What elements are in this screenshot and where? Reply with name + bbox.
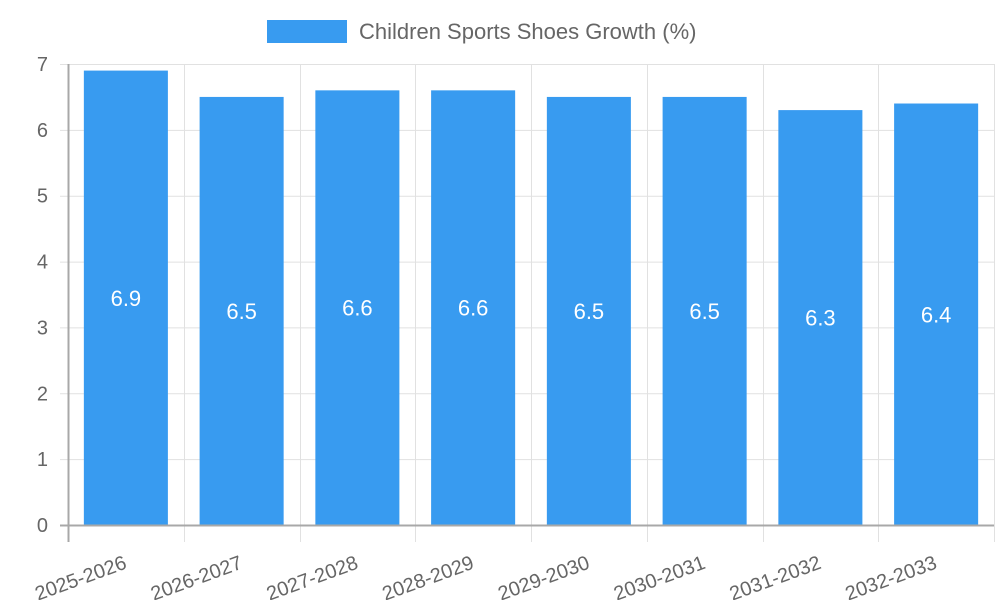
- bar[interactable]: [199, 96, 284, 525]
- bar-value-label: 6.5: [226, 299, 257, 324]
- bar[interactable]: [894, 103, 979, 525]
- y-tick-label: 0: [37, 515, 48, 537]
- y-tick-label: 7: [37, 54, 48, 76]
- bar-value-label: 6.5: [689, 299, 720, 324]
- axes: [60, 64, 994, 542]
- y-axis-tick-labels: 0 1 2 3 4 5 6 7: [37, 54, 48, 537]
- x-axis-tick-labels: 2025-2026 2026-2027 2027-2028 2028-2029 2029…: [32, 552, 940, 600]
- x-tick-label: 2032-2033: [842, 552, 939, 600]
- y-tick-label: 1: [37, 449, 48, 471]
- legend-swatch: [267, 20, 347, 43]
- bar-value-label: 6.9: [111, 286, 142, 311]
- bar-value-label: 6.6: [342, 296, 373, 321]
- x-tick-label: 2026-2027: [148, 552, 245, 600]
- x-tick-label: 2030-2031: [611, 552, 708, 600]
- bars: 6.9 6.5 6.6 6.6 6.5 6.5 6.3 6.4: [83, 70, 979, 525]
- bar[interactable]: [546, 96, 631, 525]
- bar[interactable]: [315, 90, 400, 525]
- bar-value-label: 6.4: [921, 302, 952, 327]
- x-tick-label: 2025-2026: [32, 552, 129, 600]
- bar[interactable]: [778, 110, 863, 525]
- bar-value-label: 6.3: [805, 306, 836, 331]
- y-tick-label: 2: [37, 383, 48, 405]
- x-tick-label: 2029-2030: [495, 552, 592, 600]
- bar-value-label: 6.6: [458, 296, 489, 321]
- bar[interactable]: [83, 70, 168, 525]
- y-tick-label: 6: [37, 120, 48, 142]
- bar[interactable]: [662, 96, 747, 525]
- y-tick-label: 5: [37, 186, 48, 208]
- x-tick-label: 2028-2029: [379, 552, 476, 600]
- legend-label: Children Sports Shoes Growth (%): [359, 19, 696, 44]
- legend[interactable]: Children Sports Shoes Growth (%): [267, 19, 696, 44]
- bar-value-label: 6.5: [574, 299, 605, 324]
- x-tick-label: 2027-2028: [264, 552, 361, 600]
- y-tick-label: 4: [37, 252, 48, 274]
- bar[interactable]: [431, 90, 516, 525]
- x-tick-label: 2031-2032: [727, 552, 824, 600]
- y-tick-label: 3: [37, 317, 48, 339]
